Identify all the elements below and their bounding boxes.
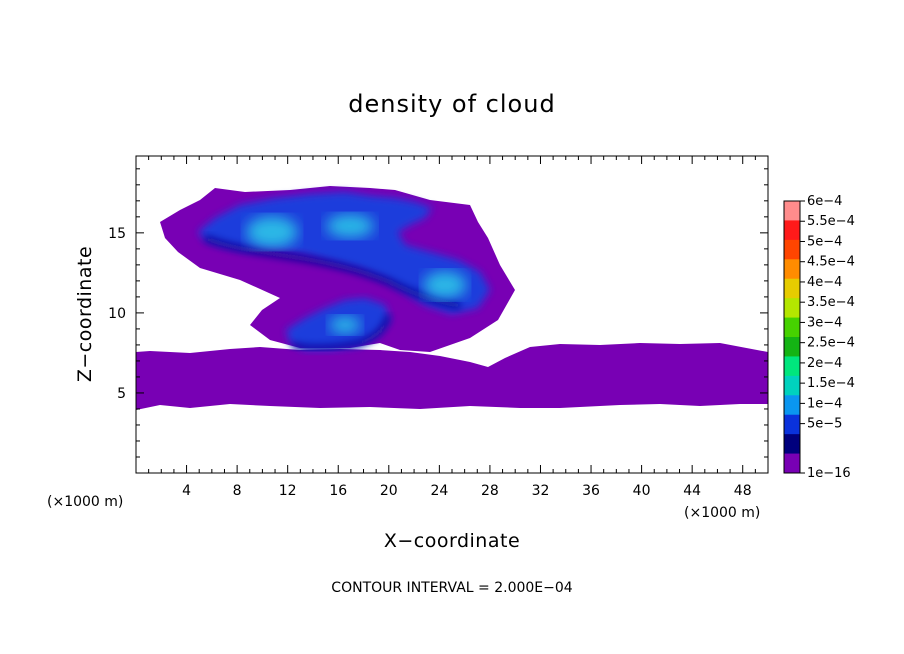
x-tick-label: 4 xyxy=(182,483,191,499)
x-tick-label: 36 xyxy=(582,483,600,499)
x-tick-label: 16 xyxy=(329,483,347,499)
deep-filament-lower xyxy=(291,314,391,351)
colorbar-label: 4.5e−4 xyxy=(807,255,855,270)
colorbar-label: 6e−4 xyxy=(807,194,842,209)
colorbar-swatch xyxy=(784,201,800,221)
colorbar-label: 1e−16 xyxy=(807,466,851,481)
colorbar-frame xyxy=(783,200,801,474)
colorbar-swatch xyxy=(784,395,800,416)
x-axis-label: X−coordinate xyxy=(384,530,520,552)
y-tick-label: 5 xyxy=(117,386,126,402)
colorbar-swatch xyxy=(784,375,800,396)
colorbar-swatch xyxy=(784,239,800,260)
high-density-core-3 xyxy=(423,271,467,299)
colorbar: 6e−4 5.5e−4 5e−4 4.5e−4 4e−4 3.5e−4 3e−4 2.5e−4… xyxy=(783,194,855,481)
colorbar-label: 4e−4 xyxy=(807,275,842,290)
low-density-band xyxy=(136,343,768,410)
colorbar-swatch xyxy=(784,317,800,338)
colorbar-swatch xyxy=(784,278,800,299)
y-tick-label: 15 xyxy=(108,226,126,242)
colorbar-label: 5.5e−4 xyxy=(807,214,855,229)
colorbar-swatch xyxy=(784,337,800,357)
x-tick-label: 24 xyxy=(430,483,448,499)
high-density-core-1 xyxy=(246,216,298,248)
colorbar-swatch xyxy=(784,259,800,280)
colorbar-label: 5e−5 xyxy=(807,417,842,432)
y-axis-label: Z−coordinate xyxy=(74,246,96,382)
colorbar-label: 3e−4 xyxy=(807,315,842,330)
x-tick-label: 48 xyxy=(734,483,752,499)
x-axis-ticks: 4 8 12 16 20 24 28 32 36 40 44 48 xyxy=(148,156,756,499)
colorbar-swatch xyxy=(784,220,800,241)
colorbar-label: 1e−4 xyxy=(807,396,842,411)
x-axis-unit: (×1000 m) xyxy=(684,505,760,521)
colorbar-label: 3.5e−4 xyxy=(807,295,855,310)
x-tick-label: 40 xyxy=(633,483,651,499)
colorbar-label: 1.5e−4 xyxy=(807,376,855,391)
contour-interval-note: CONTOUR INTERVAL = 2.000E−04 xyxy=(331,580,572,596)
colorbar-label: 2.5e−4 xyxy=(807,336,855,351)
high-density-core-2 xyxy=(326,214,374,238)
high-density-core-4 xyxy=(329,316,361,334)
chart-title: density of cloud xyxy=(348,90,555,118)
x-tick-label: 12 xyxy=(279,483,297,499)
y-axis-unit: (×1000 m) xyxy=(47,494,123,510)
x-tick-label: 8 xyxy=(233,483,242,499)
y-tick-label: 10 xyxy=(108,306,126,322)
x-tick-label: 20 xyxy=(380,483,398,499)
colorbar-swatch xyxy=(784,414,800,435)
x-tick-label: 32 xyxy=(532,483,550,499)
x-tick-label: 44 xyxy=(683,483,701,499)
density-field xyxy=(136,186,768,410)
colorbar-label: 5e−4 xyxy=(807,234,842,249)
y-axis-ticks: 5 10 15 xyxy=(108,168,768,458)
colorbar-swatch xyxy=(784,434,800,455)
colorbar-swatch xyxy=(784,298,800,319)
colorbar-label: 2e−4 xyxy=(807,356,842,371)
deep-filament-upper xyxy=(203,235,461,309)
colorbar-swatch xyxy=(784,453,800,474)
colorbar-swatch xyxy=(784,356,800,377)
x-tick-label: 28 xyxy=(481,483,499,499)
